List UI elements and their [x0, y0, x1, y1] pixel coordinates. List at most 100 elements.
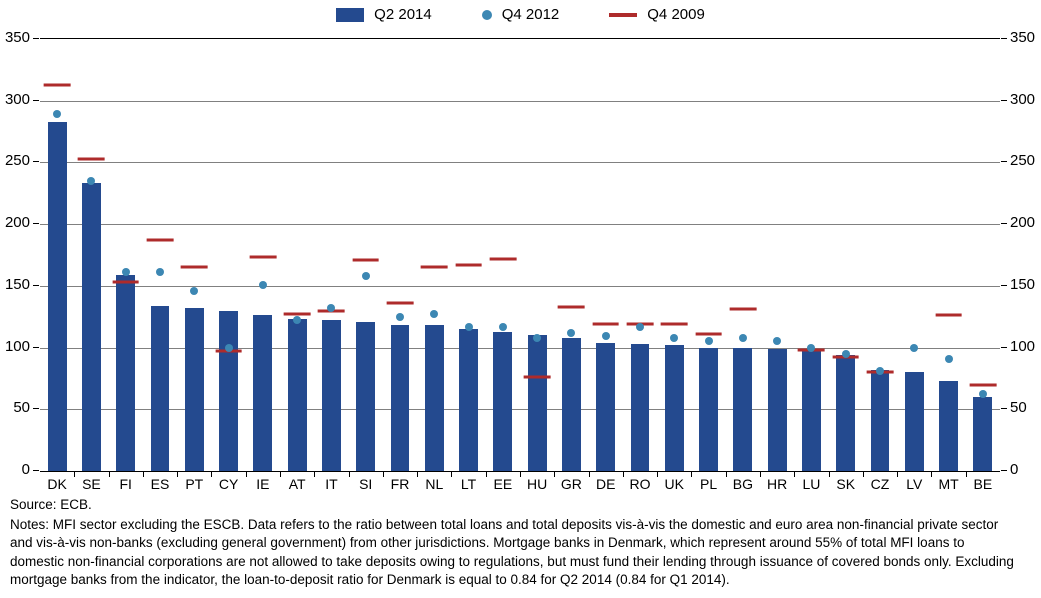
bar [116, 275, 135, 471]
q4-2012-marker [465, 323, 473, 331]
x-tick [211, 471, 212, 477]
q4-2009-marker [249, 256, 276, 259]
q4-2012-marker [293, 316, 301, 324]
x-tick [383, 471, 384, 477]
y-label-left: 150 [0, 276, 30, 293]
y-label-right: 250 [1010, 152, 1035, 169]
y-label-right: 150 [1010, 276, 1035, 293]
y-tick-right [1001, 38, 1007, 39]
y-label-right: 50 [1010, 399, 1027, 416]
q4-2012-marker [773, 337, 781, 345]
q4-2009-marker [352, 258, 379, 261]
bar [871, 370, 890, 471]
x-tick [863, 471, 864, 477]
x-tick [280, 471, 281, 477]
chart-notes: Source: ECB. Notes: MFI sector excluding… [10, 496, 1020, 591]
legend-label: Q4 2012 [502, 6, 560, 23]
y-tick-left [33, 285, 39, 286]
bar [185, 308, 204, 471]
bar [562, 338, 581, 471]
x-label: CZ [871, 476, 890, 492]
x-tick [623, 471, 624, 477]
q4-2012-marker [533, 334, 541, 342]
q4-2012-marker [327, 304, 335, 312]
x-label: UK [665, 476, 684, 492]
legend-label: Q2 2014 [374, 6, 432, 23]
y-label-right: 0 [1010, 461, 1018, 478]
x-label: LU [802, 476, 820, 492]
bar [699, 348, 718, 471]
bar [288, 319, 307, 471]
q4-2009-marker [387, 302, 414, 305]
bar [322, 320, 341, 471]
x-label: SK [836, 476, 855, 492]
x-tick [657, 471, 658, 477]
y-label-right: 350 [1010, 29, 1035, 46]
q4-2012-marker [259, 281, 267, 289]
q4-2012-marker [396, 313, 404, 321]
q4-2012-marker [567, 329, 575, 337]
q4-2009-marker [695, 333, 722, 336]
y-label-left: 250 [0, 152, 30, 169]
q4-2009-marker [489, 257, 516, 260]
x-label: BE [974, 476, 993, 492]
y-label-right: 100 [1010, 338, 1035, 355]
x-tick [74, 471, 75, 477]
q4-2012-marker [807, 344, 815, 352]
q4-2009-marker [112, 281, 139, 284]
y-label-right: 200 [1010, 214, 1035, 231]
x-label: MT [938, 476, 958, 492]
q4-2012-marker [156, 268, 164, 276]
x-tick [417, 471, 418, 477]
x-label: HU [527, 476, 547, 492]
notes-source: Source: ECB. [10, 496, 1020, 514]
q4-2009-marker [969, 383, 996, 386]
x-label: AT [289, 476, 306, 492]
x-tick [109, 471, 110, 477]
x-label: LV [906, 476, 922, 492]
gridline [40, 101, 1000, 102]
q4-2012-marker [979, 390, 987, 398]
x-label: SE [82, 476, 101, 492]
x-label: ES [151, 476, 170, 492]
x-label: FI [119, 476, 131, 492]
x-label: DE [596, 476, 615, 492]
notes-body: Notes: MFI sector excluding the ESCB. Da… [10, 516, 1020, 589]
bar [836, 355, 855, 471]
x-label: SI [359, 476, 372, 492]
q4-2009-marker [592, 323, 619, 326]
y-tick-left [33, 347, 39, 348]
bar [528, 335, 547, 471]
q4-2012-marker [739, 334, 747, 342]
q4-2012-marker [876, 367, 884, 375]
gridline [40, 224, 1000, 225]
x-tick [246, 471, 247, 477]
bar [733, 348, 752, 471]
x-label: BG [733, 476, 753, 492]
x-label: CY [219, 476, 238, 492]
y-tick-left [33, 470, 39, 471]
bar [356, 322, 375, 471]
x-tick [143, 471, 144, 477]
q4-2009-marker [661, 323, 688, 326]
x-label: EE [494, 476, 513, 492]
y-tick-right [1001, 408, 1007, 409]
legend-swatch-dot [482, 10, 492, 20]
y-tick-right [1001, 285, 1007, 286]
x-tick [966, 471, 967, 477]
y-tick-left [33, 100, 39, 101]
x-label: FR [391, 476, 410, 492]
y-tick-left [33, 408, 39, 409]
x-label: LT [461, 476, 476, 492]
bar [493, 332, 512, 471]
bar [425, 325, 444, 471]
x-tick [794, 471, 795, 477]
q4-2012-marker [362, 272, 370, 280]
y-tick-right [1001, 347, 1007, 348]
q4-2009-marker [455, 263, 482, 266]
x-tick [177, 471, 178, 477]
y-tick-left [33, 161, 39, 162]
bar [939, 381, 958, 471]
y-label-left: 300 [0, 91, 30, 108]
x-tick [589, 471, 590, 477]
